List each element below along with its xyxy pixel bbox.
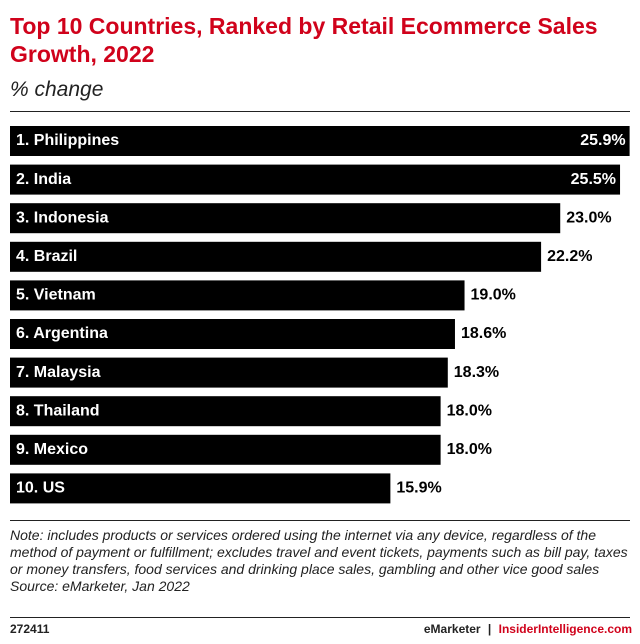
category-label: 3. Indonesia xyxy=(16,209,109,226)
note-block: Note: includes products or services orde… xyxy=(10,527,632,595)
category-label: 6. Argentina xyxy=(16,325,108,342)
category-label: 1. Philippines xyxy=(16,132,119,149)
bar xyxy=(10,319,455,349)
bar xyxy=(10,357,448,388)
chart: 1. Philippines 25.9% 2. India 25.5% 3. Indon… xyxy=(10,126,630,504)
value-label: 18.6% xyxy=(461,325,506,342)
chart-id: 272411 xyxy=(10,622,50,636)
chart-title: Top 10 Countries, Ranked by Retail Ecomm… xyxy=(10,13,598,67)
source: Source: eMarketer, Jan 2022 xyxy=(10,578,190,594)
bar xyxy=(10,241,542,272)
divider xyxy=(10,617,630,618)
chart-subtitle: % change xyxy=(10,78,104,101)
bar xyxy=(10,434,441,465)
divider xyxy=(10,111,630,112)
category-label: 2. India xyxy=(16,171,71,188)
divider xyxy=(10,520,630,521)
value-label: 25.9% xyxy=(580,132,625,149)
value-label: 15.9% xyxy=(396,480,441,497)
category-label: 8. Thailand xyxy=(16,402,100,419)
bar xyxy=(10,473,391,504)
brand: eMarketer xyxy=(423,622,481,636)
note: Note: includes products or services orde… xyxy=(10,527,628,577)
category-label: 5. Vietnam xyxy=(16,287,96,304)
bar xyxy=(10,203,561,234)
value-label: 18.3% xyxy=(454,364,499,381)
value-label: 18.0% xyxy=(447,441,492,458)
category-label: 9. Mexico xyxy=(16,441,88,458)
value-label: 19.0% xyxy=(471,287,516,304)
separator: | xyxy=(487,622,492,636)
bar xyxy=(10,280,465,311)
branding: eMarketer | InsiderIntelligence.com xyxy=(424,622,632,636)
category-label: 7. Malaysia xyxy=(16,364,101,381)
value-label: 25.5% xyxy=(571,171,616,188)
value-label: 22.2% xyxy=(547,248,592,265)
bar xyxy=(10,126,630,156)
category-label: 4. Brazil xyxy=(16,248,77,265)
bar xyxy=(10,164,621,195)
bar xyxy=(10,396,441,427)
value-label: 18.0% xyxy=(447,402,492,419)
value-label: 23.0% xyxy=(566,209,611,226)
site: InsiderIntelligence.com xyxy=(498,622,632,636)
category-label: 10. US xyxy=(16,480,65,497)
